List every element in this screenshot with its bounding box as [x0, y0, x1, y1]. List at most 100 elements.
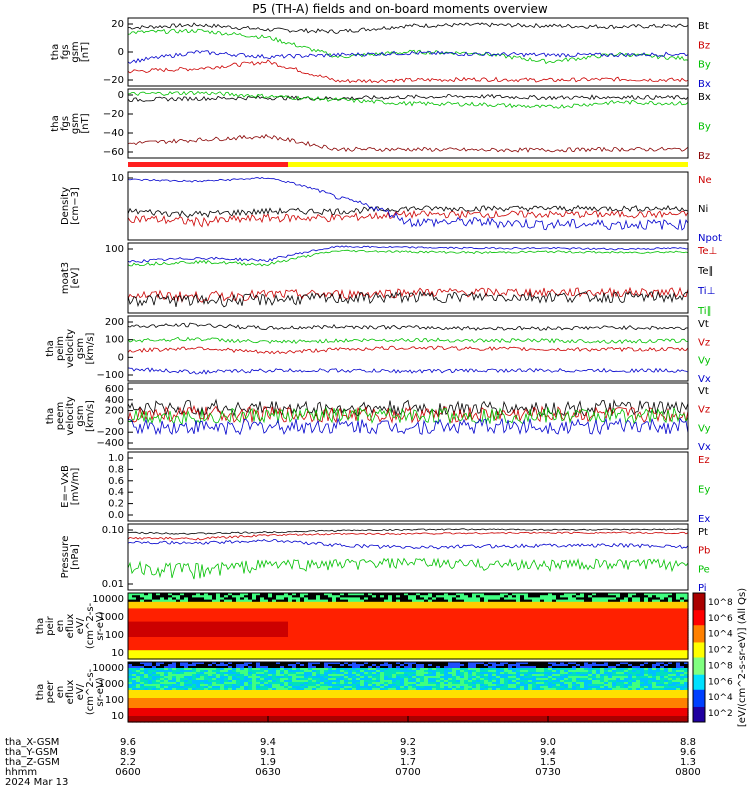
heatmap-cell — [296, 623, 301, 627]
heatmap-cell — [416, 593, 421, 596]
heatmap-cell — [180, 617, 185, 620]
heatmap-cell — [512, 650, 517, 653]
heatmap-cell — [176, 597, 181, 601]
series-Vz — [127, 404, 689, 424]
heatmap-cell — [380, 597, 385, 601]
heatmap-cell — [188, 601, 193, 605]
heatmap-cell — [572, 639, 577, 642]
heatmap-cell — [548, 634, 553, 638]
heatmap-cell — [132, 610, 137, 614]
heatmap-cell — [196, 645, 201, 649]
heatmap-cell — [304, 623, 309, 627]
heatmap-cell — [416, 634, 421, 638]
heatmap-cell — [348, 628, 353, 631]
heatmap-cell — [384, 630, 389, 634]
heatmap-cell — [384, 656, 389, 660]
heatmap-cell — [456, 608, 461, 612]
heatmap-cell — [184, 632, 189, 636]
heatmap-cell — [560, 648, 565, 651]
heatmap-cell — [284, 612, 289, 616]
heatmap-cell — [272, 604, 277, 607]
heatmap-cell — [492, 650, 497, 653]
ytick-label: 200 — [105, 317, 124, 328]
heatmap-cell — [476, 650, 481, 653]
heatmap-cell — [264, 643, 269, 647]
heatmap-cell — [236, 645, 241, 649]
heatmap-cell — [176, 601, 181, 605]
heatmap-cell — [272, 597, 277, 601]
heatmap-cell — [568, 599, 573, 603]
heatmap-cell — [288, 593, 293, 596]
heatmap-cell — [508, 599, 513, 603]
heatmap-cell — [496, 619, 501, 623]
heatmap-cell — [156, 648, 161, 651]
heatmap-cell — [468, 634, 473, 638]
heatmap-cell — [560, 652, 565, 656]
heatmap-cell — [472, 634, 477, 638]
heatmap-cell — [512, 634, 517, 638]
heatmap-cell — [276, 593, 281, 596]
heatmap-cell — [260, 606, 265, 609]
heatmap-cell — [576, 630, 581, 634]
heatmap-cell — [192, 617, 197, 620]
heatmap-cell — [152, 606, 157, 609]
heatmap-cell — [296, 601, 301, 605]
heatmap-cell — [408, 639, 413, 642]
heatmap-cell — [464, 601, 469, 605]
heatmap-cell — [416, 597, 421, 601]
heatmap-cell — [256, 606, 261, 609]
heatmap-cell — [140, 612, 145, 616]
heatmap-cell — [420, 656, 425, 660]
heatmap-cell — [128, 604, 133, 607]
heatmap-cell — [488, 623, 493, 627]
heatmap-cell — [380, 608, 385, 612]
heatmap-cell — [520, 593, 525, 596]
heatmap-cell — [356, 593, 361, 596]
heatmap-cell — [132, 597, 137, 601]
heatmap-cell — [324, 617, 329, 620]
heatmap-cell — [320, 632, 325, 636]
heatmap-cell — [132, 639, 137, 642]
heatmap-cell — [540, 643, 545, 647]
heatmap-cell — [316, 634, 321, 638]
heatmap-cell — [528, 630, 533, 634]
heatmap-cell — [472, 650, 477, 653]
heatmap-cell — [212, 623, 217, 627]
heatmap-cell — [408, 630, 413, 634]
heatmap-cell — [552, 599, 557, 603]
heatmap-cell — [236, 639, 241, 642]
heatmap-cell — [316, 643, 321, 647]
heatmap-cell — [188, 608, 193, 612]
heatmap-cell — [200, 601, 205, 605]
heatmap-cell — [376, 593, 381, 596]
heatmap-cell — [264, 599, 269, 603]
heatmap-cell — [396, 656, 401, 660]
heatmap-cell — [508, 643, 513, 647]
heatmap-cell — [312, 654, 317, 658]
heatmap-cell — [180, 621, 185, 625]
heatmap-cell — [144, 623, 149, 627]
heatmap-cell — [480, 637, 485, 640]
heatmap-cell — [200, 632, 205, 636]
heatmap-cell — [496, 610, 501, 614]
panel-ylabel: thapeirenefluxeV/(cm^2-s-sr-eV) — [35, 602, 106, 649]
heatmap-cell — [552, 626, 557, 629]
heatmap-cell — [264, 623, 269, 627]
heatmap-cell — [384, 599, 389, 603]
heatmap-cell — [148, 597, 153, 601]
heatmap-cell — [128, 606, 133, 609]
heatmap-cell — [484, 595, 489, 598]
heatmap-cell — [304, 599, 309, 603]
heatmap-cell — [440, 654, 445, 658]
heatmap-cell — [272, 643, 277, 647]
heatmap-cell — [536, 595, 541, 598]
heatmap-cell — [148, 599, 153, 603]
heatmap-cell — [192, 632, 197, 636]
heatmap-cell — [172, 612, 177, 616]
heatmap-cell — [152, 619, 157, 623]
heatmap-cell — [412, 597, 417, 601]
heatmap-cell — [260, 643, 265, 647]
heatmap-cell — [280, 632, 285, 636]
heatmap-cell — [144, 593, 149, 596]
heatmap-cell — [252, 601, 257, 605]
